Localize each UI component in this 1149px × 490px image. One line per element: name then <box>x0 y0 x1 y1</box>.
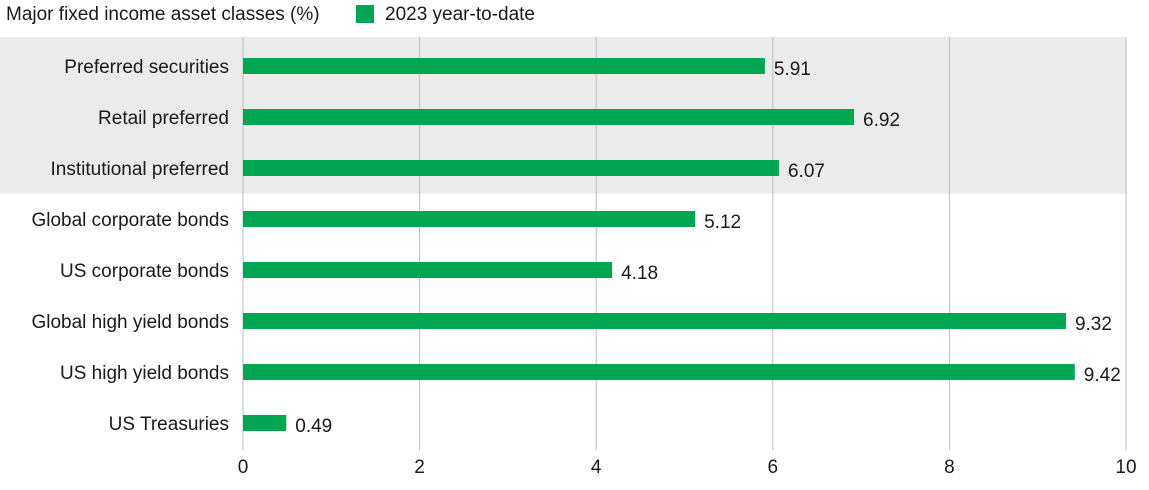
value-label: 9.42 <box>1084 365 1121 386</box>
chart-title: Major fixed income asset classes (%) <box>6 4 320 25</box>
category-labels: Preferred securities Retail preferred Inst… <box>31 57 229 435</box>
category-label: Global high yield bonds <box>31 312 229 333</box>
value-label: 6.07 <box>788 161 825 182</box>
value-label: 5.12 <box>704 212 741 233</box>
value-label: 6.92 <box>863 110 900 131</box>
legend-label: 2023 year-to-date <box>385 4 535 25</box>
bar <box>243 160 779 176</box>
category-label: Institutional preferred <box>51 159 230 180</box>
gridlines <box>242 37 1127 450</box>
value-labels: 5.91 6.92 6.07 5.12 4.18 9.32 9.42 0.49 <box>295 59 1121 437</box>
x-axis-ticks: 0 2 4 6 8 10 <box>238 457 1137 478</box>
category-label: Preferred securities <box>64 57 229 78</box>
x-tick-label: 10 <box>1115 457 1136 478</box>
bar <box>243 262 613 278</box>
value-label: 5.91 <box>774 59 811 80</box>
category-label: US Treasuries <box>109 414 229 435</box>
x-tick-label: 8 <box>944 457 955 478</box>
category-label: Retail preferred <box>98 108 229 129</box>
category-label: Global corporate bonds <box>31 210 229 231</box>
value-label: 0.49 <box>295 416 332 437</box>
legend-swatch <box>356 5 374 23</box>
value-label: 9.32 <box>1075 314 1112 335</box>
bar <box>243 313 1066 329</box>
x-tick-label: 0 <box>238 457 249 478</box>
category-label: US high yield bonds <box>60 363 229 384</box>
bars <box>243 58 1075 431</box>
legend: 2023 year-to-date <box>356 4 535 25</box>
bar <box>243 211 696 227</box>
bar <box>243 58 765 74</box>
value-label: 4.18 <box>621 263 658 284</box>
category-label: US corporate bonds <box>60 261 229 282</box>
bar <box>243 415 287 431</box>
x-tick-label: 2 <box>414 457 425 478</box>
bar <box>243 364 1075 380</box>
x-tick-label: 4 <box>591 457 602 478</box>
x-tick-label: 6 <box>768 457 779 478</box>
bar <box>243 109 855 125</box>
